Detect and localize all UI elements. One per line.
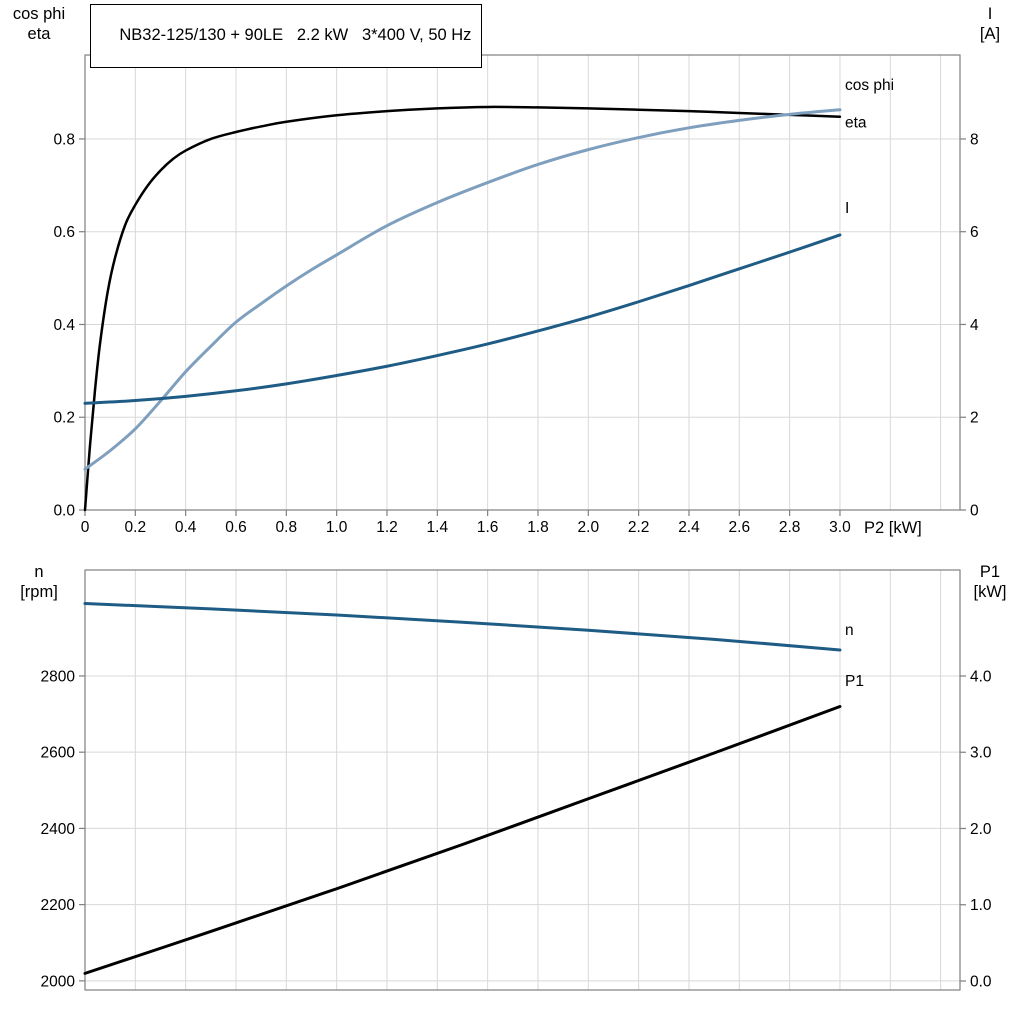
- x-tick-label: 3.0: [829, 519, 851, 536]
- P1-curve: [83, 704, 842, 975]
- x-tick-label: 1.4: [427, 519, 449, 536]
- left-tick-label: 0.6: [53, 224, 75, 241]
- left-axis-title-line1: cos phi: [12, 5, 66, 23]
- x-tick-label: 2.0: [578, 519, 600, 536]
- left-tick-label: 0.0: [53, 502, 75, 519]
- P1-curve-label: P1: [845, 673, 864, 690]
- axis-tick-labels: 0.0 0.2 0.4 0.6 0.8 0 2 4 6 8 0 0.2 0.4 0.6 0.8 1.0 1.2 1…: [53, 131, 979, 536]
- right-tick-label: 2.0: [970, 821, 992, 838]
- plot-frame: [84, 569, 961, 991]
- eta-curve-label: eta: [845, 114, 867, 131]
- right-tick-label: 1.0: [970, 897, 992, 914]
- right-tick-label: 4.0: [970, 668, 992, 685]
- x-tick-label: 1.0: [326, 519, 348, 536]
- axis-tick-labels: 2000 2200 2400 2600 2800 0.0 1.0 2.0 3.0 4.0: [41, 668, 992, 990]
- left-tick-label: 0.4: [53, 317, 75, 334]
- chart-bottom: 2000 2200 2400 2600 2800 0.0 1.0 2.0 3.0 4.0 n P1: [41, 569, 992, 991]
- x-tick-label: 2.2: [628, 519, 650, 536]
- x-tick-label: 1.6: [477, 519, 499, 536]
- I-curve: [83, 233, 842, 405]
- chart-title-box: NB32-125/130 + 90LE 2.2 kW 3*400 V, 50 H…: [90, 4, 483, 68]
- x-tick-label: 2.8: [779, 519, 801, 536]
- left-tick-label: 2400: [41, 821, 76, 838]
- left-axis-title-line1: n: [34, 563, 44, 581]
- left-tick-label: 2200: [41, 897, 76, 914]
- right-tick-label: 3.0: [970, 745, 992, 762]
- right-tick-label: 0.0: [970, 973, 992, 990]
- chart-top: 0.0 0.2 0.4 0.6 0.8 0 2 4 6 8 0 0.2 0.4 0.6 0.8 1.0 1.2 1…: [53, 54, 979, 536]
- x-tick-label: 0.2: [125, 519, 147, 536]
- axis-ticks: [79, 675, 966, 982]
- cos-phi-curve: [83, 108, 842, 471]
- top-chart-left-axis-title: cos phi eta: [0, 4, 78, 44]
- eta-curve: [83, 105, 842, 512]
- right-axis-title-line2: [kW]: [973, 583, 1007, 601]
- right-tick-label: 6: [970, 224, 979, 241]
- cos-phi-curve-label: cos phi: [845, 77, 894, 94]
- I-curve-label: I: [845, 200, 849, 217]
- bottom-chart-left-axis-title: n [rpm]: [0, 562, 78, 602]
- right-tick-label: 0: [970, 502, 979, 519]
- x-tick-label: 2.6: [729, 519, 751, 536]
- left-axis-title-line2: eta: [27, 25, 51, 43]
- x-tick-label: 0: [81, 519, 90, 536]
- left-tick-label: 0.8: [53, 131, 75, 148]
- left-tick-label: 2600: [41, 745, 76, 762]
- top-chart-x-axis-label: P2 [kW]: [864, 519, 922, 537]
- x-tick-label: 1.2: [376, 519, 398, 536]
- x-tick-label: 0.6: [225, 519, 247, 536]
- n-curve: [83, 602, 842, 652]
- right-tick-label: 8: [970, 131, 979, 148]
- x-tick-label: 0.8: [276, 519, 298, 536]
- axis-ticks: [79, 138, 966, 516]
- plot-frame: [84, 54, 961, 511]
- left-tick-label: 0.2: [53, 410, 75, 427]
- right-tick-label: 4: [970, 317, 979, 334]
- chart-title: NB32-125/130 + 90LE 2.2 kW 3*400 V, 50 H…: [119, 26, 472, 44]
- x-tick-label: 0.4: [175, 519, 197, 536]
- left-axis-title-line2: [rpm]: [20, 583, 58, 601]
- n-curve-label: n: [845, 622, 854, 639]
- right-tick-label: 2: [970, 410, 979, 427]
- top-chart-right-axis-title: I [A]: [958, 4, 1022, 44]
- x-tick-label: 1.8: [527, 519, 549, 536]
- left-tick-label: 2000: [41, 973, 76, 990]
- left-tick-label: 2800: [41, 668, 76, 685]
- gridlines: [85, 55, 960, 511]
- right-axis-title-line1: P1: [979, 563, 1001, 581]
- bottom-chart-right-axis-title: P1 [kW]: [958, 562, 1022, 602]
- gridlines: [85, 570, 960, 990]
- right-axis-title-line2: [A]: [979, 25, 1001, 43]
- x-tick-label: 2.4: [678, 519, 700, 536]
- right-axis-title-line1: I: [987, 5, 993, 23]
